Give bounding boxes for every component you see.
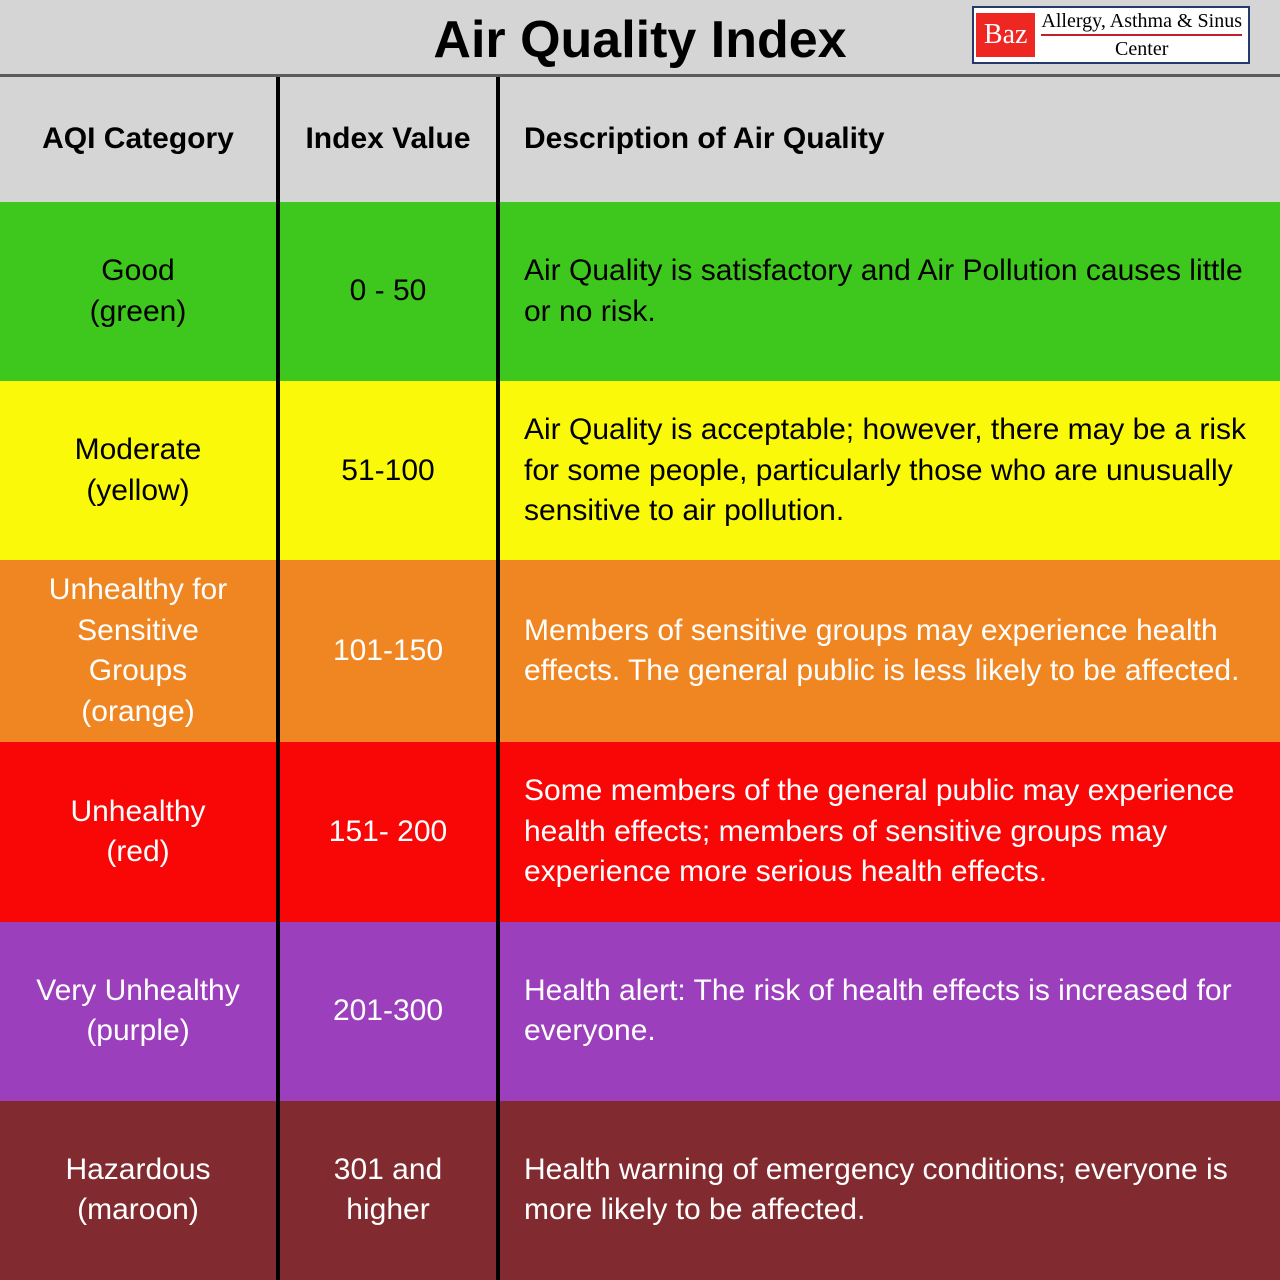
category-color-name: (red) xyxy=(106,832,169,873)
cell-category: Good(green) xyxy=(0,202,280,381)
col-header-index-value: Index Value xyxy=(280,77,500,202)
category-color-name: (yellow) xyxy=(86,471,189,512)
table-row: Moderate(yellow)51-100Air Quality is acc… xyxy=(0,381,1280,560)
category-color-name: (orange) xyxy=(81,692,194,733)
cell-index-value: 201-300 xyxy=(280,922,500,1101)
category-label: Unhealthy for Sensitive Groups xyxy=(24,570,252,692)
table-row: Unhealthy(red)151- 200Some members of th… xyxy=(0,742,1280,921)
cell-index-value: 101-150 xyxy=(280,560,500,742)
cell-description: Health warning of emergency conditions; … xyxy=(500,1101,1280,1280)
cell-description: Air Quality is satisfactory and Air Poll… xyxy=(500,202,1280,381)
category-color-name: (green) xyxy=(90,292,187,333)
table-row: Unhealthy for Sensitive Groups(orange)10… xyxy=(0,560,1280,742)
category-label: Unhealthy xyxy=(70,792,205,833)
cell-description: Some members of the general public may e… xyxy=(500,742,1280,921)
table-header-row: AQI Category Index Value Description of … xyxy=(0,74,1280,202)
cell-category: Unhealthy(red) xyxy=(0,742,280,921)
aqi-table: AQI Category Index Value Description of … xyxy=(0,74,1280,1280)
category-label: Good xyxy=(101,251,174,292)
aqi-infographic: Air Quality Index Baz Allergy, Asthma & … xyxy=(0,0,1280,1280)
cell-category: Very Unhealthy(purple) xyxy=(0,922,280,1101)
cell-index-value: 51-100 xyxy=(280,381,500,560)
table-body: Good(green)0 - 50Air Quality is satisfac… xyxy=(0,202,1280,1280)
cell-description: Air Quality is acceptable; however, ther… xyxy=(500,381,1280,560)
page-title: Air Quality Index xyxy=(433,10,846,70)
category-color-name: (maroon) xyxy=(77,1190,199,1231)
col-header-category: AQI Category xyxy=(0,77,280,202)
brand-logo: Baz Allergy, Asthma & Sinus Center xyxy=(972,6,1250,64)
cell-category: Unhealthy for Sensitive Groups(orange) xyxy=(0,560,280,742)
title-bar: Air Quality Index Baz Allergy, Asthma & … xyxy=(0,0,1280,74)
cell-index-value: 151- 200 xyxy=(280,742,500,921)
category-label: Hazardous xyxy=(65,1150,210,1191)
cell-index-value: 301 and higher xyxy=(280,1101,500,1280)
table-row: Good(green)0 - 50Air Quality is satisfac… xyxy=(0,202,1280,381)
cell-category: Moderate(yellow) xyxy=(0,381,280,560)
category-label: Moderate xyxy=(75,430,202,471)
brand-mark: Baz xyxy=(976,13,1036,57)
table-row: Hazardous(maroon)301 and higherHealth wa… xyxy=(0,1101,1280,1280)
cell-description: Health alert: The risk of health effects… xyxy=(500,922,1280,1101)
brand-line1: Allergy, Asthma & Sinus xyxy=(1041,10,1242,32)
brand-line2: Center xyxy=(1115,38,1168,60)
col-header-description: Description of Air Quality xyxy=(500,77,1280,202)
cell-index-value: 0 - 50 xyxy=(280,202,500,381)
cell-description: Members of sensitive groups may experien… xyxy=(500,560,1280,742)
brand-text: Allergy, Asthma & Sinus Center xyxy=(1041,10,1242,60)
table-row: Very Unhealthy(purple)201-300Health aler… xyxy=(0,922,1280,1101)
category-label: Very Unhealthy xyxy=(36,971,239,1012)
brand-divider xyxy=(1041,34,1242,36)
category-color-name: (purple) xyxy=(86,1011,189,1052)
cell-category: Hazardous(maroon) xyxy=(0,1101,280,1280)
